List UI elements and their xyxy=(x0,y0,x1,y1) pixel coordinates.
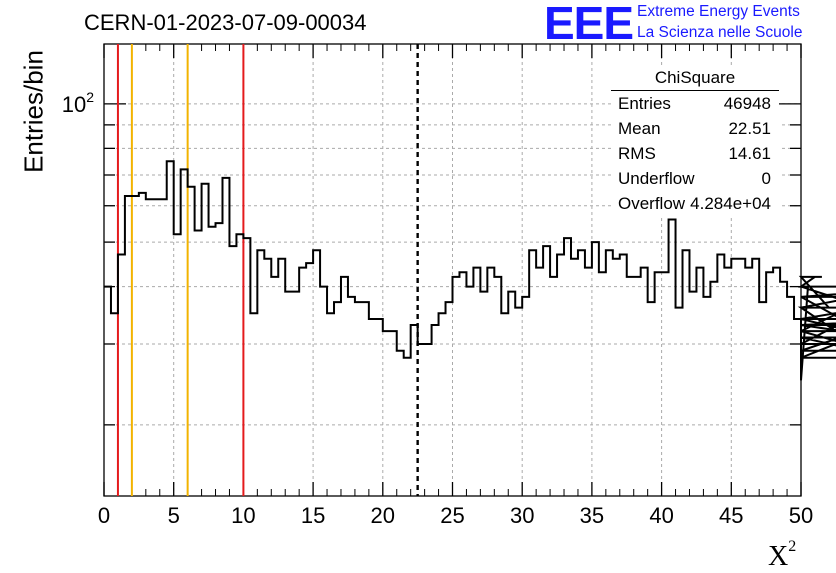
x-tick-label: 10 xyxy=(231,503,255,528)
y-tick-label-exponent: 2 xyxy=(86,89,94,105)
stats-box-title: ChiSquare xyxy=(611,68,779,91)
x-tick-label: 40 xyxy=(649,503,673,528)
y-tick-label: 102 xyxy=(62,89,94,117)
stats-row-mean: Mean 22.51 xyxy=(611,116,779,141)
y-tick-label-base: 10 xyxy=(62,92,86,117)
stats-value: 0 xyxy=(761,169,771,188)
x-tick-label: 15 xyxy=(301,503,325,528)
y-tick-labels: 102 xyxy=(62,89,94,117)
stats-key: RMS xyxy=(618,144,656,163)
x-tick-label: 50 xyxy=(789,503,813,528)
x-tick-label: 45 xyxy=(719,503,743,528)
stats-row-underflow: Underflow 0 xyxy=(611,166,779,191)
y-axis-label: Entries/bin xyxy=(18,50,49,173)
stats-key: Mean xyxy=(618,119,661,138)
stats-key: Entries xyxy=(618,94,671,113)
x-axis-label: X2 xyxy=(768,538,796,573)
stats-value: 14.61 xyxy=(728,144,771,163)
stats-value: 4.284e+04 xyxy=(690,194,771,213)
x-axis-label-base: X xyxy=(768,541,789,572)
stats-row-entries: Entries 46948 xyxy=(611,91,779,116)
reference-lines xyxy=(116,44,419,496)
stats-key: Overflow xyxy=(618,194,686,213)
stats-value: 22.51 xyxy=(728,119,771,138)
x-axis-label-superscript: 2 xyxy=(788,538,797,555)
x-tick-label: 0 xyxy=(98,503,110,528)
logo-text-line1: Extreme Energy Events xyxy=(637,3,800,20)
logo-text-line2: La Scienza nelle Scuole xyxy=(637,24,803,41)
x-tick-label: 20 xyxy=(371,503,395,528)
chart-title: CERN-01-2023-07-09-00034 xyxy=(84,10,367,35)
histogram-series-line xyxy=(104,160,836,381)
stats-box: ChiSquare Entries 46948 Mean 22.51 RMS 1… xyxy=(611,68,779,216)
x-tick-labels: 0 5 10 15 20 25 30 35 40 45 50 xyxy=(98,503,813,528)
stats-key: Underflow xyxy=(618,169,695,188)
x-tick-label: 5 xyxy=(168,503,180,528)
stats-value: 46948 xyxy=(723,94,771,113)
x-tick-label: 30 xyxy=(510,503,534,528)
x-tick-label: 35 xyxy=(580,503,604,528)
stats-row-overflow: Overflow 4.284e+04 xyxy=(611,191,779,216)
stats-row-rms: RMS 14.61 xyxy=(611,141,779,166)
eee-logo: EEE xyxy=(544,0,634,49)
x-tick-label: 25 xyxy=(440,503,464,528)
